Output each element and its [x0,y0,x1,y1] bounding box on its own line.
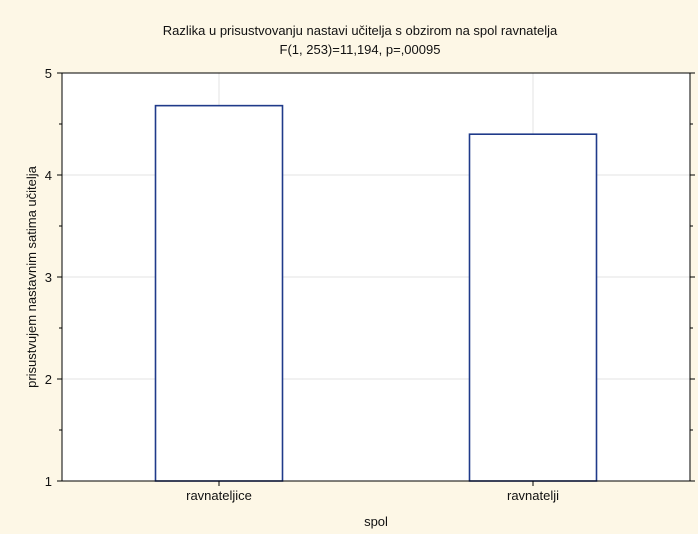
y-tick-label: 3 [45,270,52,285]
axis-ticks: 1 2 3 4 5 ravnateljice ravnatelji [45,66,695,503]
bar-ravnateljice [154,104,284,482]
y-tick-label: 2 [45,372,52,387]
y-axis-label: prisustvujem nastavnim satima učitelja [24,165,39,388]
chart-subtitle: F(1, 253)=11,194, p=,00095 [280,42,441,57]
x-tick-label: ravnatelji [507,488,559,503]
y-tick-label: 4 [45,168,52,183]
chart-title: Razlika u prisustvovanju nastavi učitelj… [163,23,558,38]
y-tick-label: 1 [45,474,52,489]
y-tick-label: 5 [45,66,52,81]
x-tick-label: ravnateljice [186,488,252,503]
bar-ravnatelji [468,133,598,482]
bars [154,104,598,482]
x-axis-label: spol [364,514,388,529]
